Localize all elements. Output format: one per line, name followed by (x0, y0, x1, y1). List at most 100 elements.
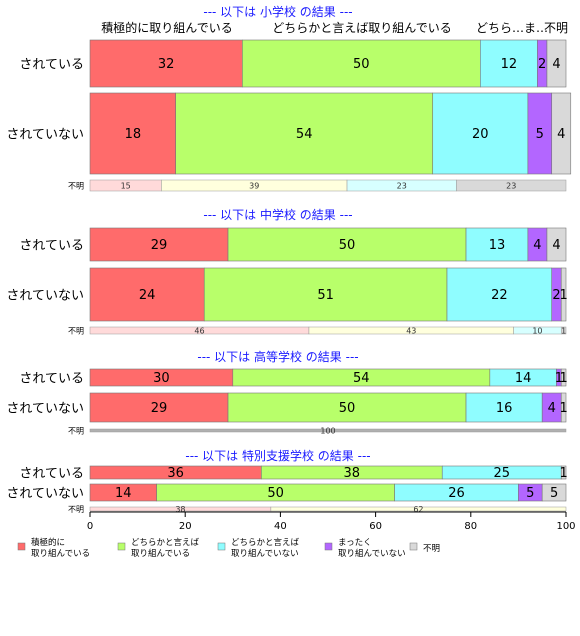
legend-label: どちらかと言えば (231, 537, 300, 548)
bar-value-label: 30 (153, 371, 170, 386)
section-title: --- 以下は 中学校 の結果 --- (203, 207, 352, 222)
legend-label: 積極的に (31, 537, 65, 548)
unknown-row-label: 不明 (68, 505, 84, 514)
bar-value-label: 32 (158, 57, 175, 72)
bar-segment (227, 392, 467, 423)
bar-value-label: 4 (557, 127, 565, 142)
bar-value-label: 50 (339, 401, 356, 416)
bar-segment (551, 92, 572, 175)
category-header-label: 不明 (544, 21, 568, 35)
bar-value-label: 1 (555, 371, 563, 386)
x-tick-label: 100 (556, 521, 575, 532)
bar-value-label: 14 (515, 371, 532, 386)
x-tick-label: 80 (464, 521, 477, 532)
unknown-bar-segment (560, 326, 567, 335)
bar-value-label: 38 (344, 466, 361, 481)
bar-value-label: 20 (472, 127, 489, 142)
bar-segment (89, 227, 229, 262)
chart-section: --- 以下は 特別支援学校 の結果 --- されている 36 38 25 1 されていない… (6, 448, 567, 514)
bar-value-label: 29 (151, 401, 168, 416)
legend: 積極的に取り組んでいるどちらかと言えば取り組んでいるどちらかと言えば取り組んでい… (17, 537, 440, 559)
bar-segment (546, 39, 567, 88)
bar-value-label: 5 (536, 127, 544, 142)
unknown-bar-row: 不明 38 62 (68, 505, 567, 514)
category-header: 積極的に取り組んでいる どちらかと言えば取り組んでいる どちら…ま… 不明 (101, 20, 568, 35)
legend-entry: 積極的に取り組んでいる (17, 537, 90, 559)
category-header-label: どちらかと言えば取り組んでいる (272, 21, 451, 35)
bar-value-label: 54 (353, 371, 370, 386)
bar-value-label: 18 (125, 127, 142, 142)
row-label: されていない (6, 487, 84, 502)
bar-value-label: 13 (489, 238, 506, 253)
bar-value-label: 50 (339, 238, 356, 253)
legend-label: 取り組んでいる (31, 548, 90, 559)
bar-value-label: 4 (552, 57, 560, 72)
legend-swatch (117, 542, 126, 551)
legend-label: 不明 (423, 544, 440, 554)
bar-segment (89, 267, 205, 322)
bar-value-label: 1 (559, 466, 567, 481)
bar-value-label: 50 (267, 486, 284, 501)
unknown-value-label: 62 (413, 505, 423, 514)
category-header-label: 積極的に取り組んでいる (101, 20, 232, 35)
bar-segment (560, 267, 567, 322)
row-label: されている (19, 467, 84, 482)
bar-row: されている 30 54 14 11 (19, 368, 568, 387)
legend-label: 取り組んでいない (338, 548, 406, 559)
unknown-bar-row: 不明 46 43 10 1 (68, 326, 567, 336)
bar-segment (560, 368, 567, 387)
bar-row: されている 32 50 12 2 4 (19, 39, 567, 88)
unknown-bar-row: 不明 15 39 23 23 (68, 179, 567, 192)
row-label: されている (19, 239, 84, 254)
unknown-value-label: 46 (194, 327, 204, 336)
legend-swatch (217, 542, 226, 551)
bar-value-label: 4 (548, 401, 556, 416)
unknown-bar-segment (270, 506, 567, 512)
bar-value-label: 26 (448, 486, 465, 501)
unknown-value-label: 38 (175, 505, 185, 514)
legend-swatch (324, 542, 333, 551)
legend-label: 取り組んでいる (131, 548, 190, 559)
bar-segment (465, 227, 529, 262)
unknown-value-label: 43 (406, 327, 416, 336)
bar-value-label: 5 (526, 486, 534, 501)
bar-segment (89, 392, 229, 423)
bar-value-label: 54 (296, 127, 313, 142)
legend-entry: どちらかと言えば取り組んでいる (117, 537, 200, 559)
bar-value-label: 4 (552, 238, 560, 253)
bar-value-label: 50 (353, 57, 370, 72)
legend-swatch (409, 542, 418, 551)
bar-value-label: 2 (552, 288, 560, 303)
unknown-value-label: 10 (532, 327, 542, 336)
bar-value-label: 36 (167, 466, 184, 481)
legend-label: どちらかと言えば (131, 537, 200, 548)
row-label: されている (19, 372, 84, 387)
bar-value-label: 4 (533, 238, 541, 253)
row-label: されていない (6, 128, 84, 143)
bar-segment (560, 465, 567, 480)
bar-segment (546, 227, 567, 262)
bar-value-label: 16 (496, 401, 513, 416)
legend-entry: 不明 (409, 542, 440, 554)
bar-value-label: 24 (139, 288, 156, 303)
row-label: されていない (6, 289, 84, 304)
unknown-value-label: 23 (506, 182, 516, 191)
unknown-bar-segment (456, 179, 567, 192)
bar-row: されていない 24 51 22 21 (6, 267, 568, 322)
bar-row: されていない 14 50 26 5 5 (6, 483, 567, 502)
unknown-value-label: 39 (249, 182, 259, 191)
bar-segment (227, 227, 467, 262)
unknown-value-label: 23 (397, 182, 407, 191)
bar-segment (89, 39, 243, 88)
bar-value-label: 22 (491, 288, 508, 303)
legend-swatch (17, 542, 26, 551)
bar-value-label: 12 (501, 57, 518, 72)
unknown-bar-row: 不明 100 (68, 427, 567, 436)
bar-segment (89, 92, 176, 175)
section-title: --- 以下は 高等学校 の結果 --- (197, 349, 358, 364)
bar-row: されている 29 50 13 4 4 (19, 227, 567, 262)
